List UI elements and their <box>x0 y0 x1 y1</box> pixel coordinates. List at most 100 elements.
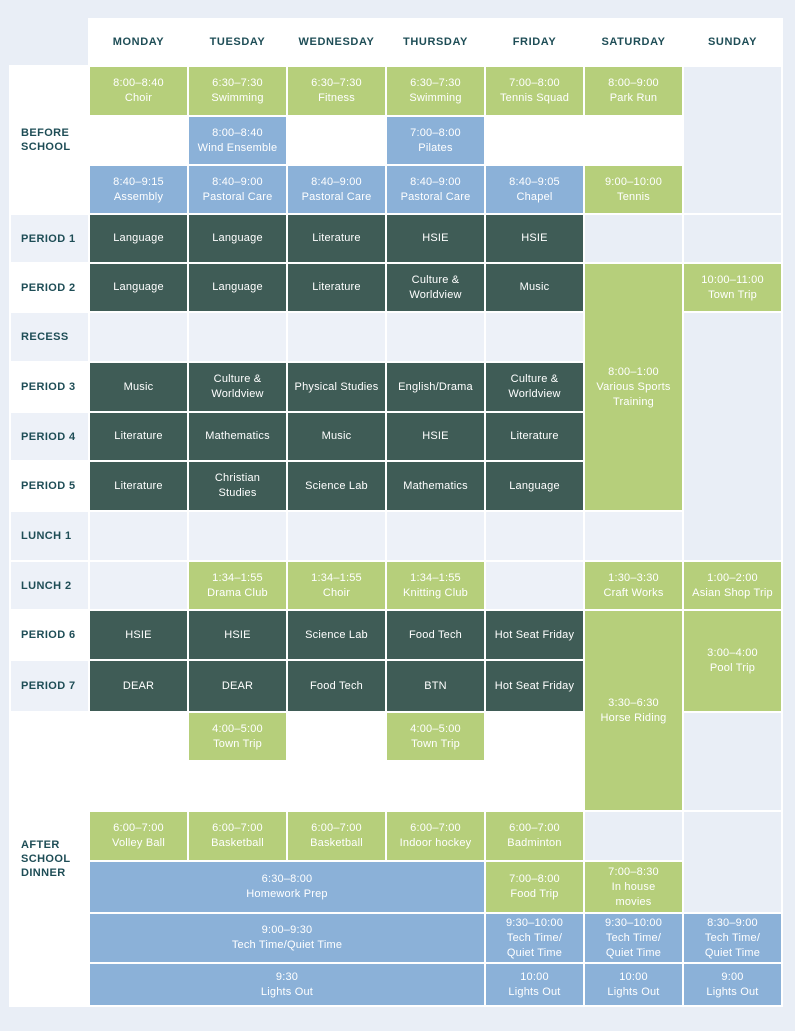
timetable-cell: Science Lab <box>288 462 385 510</box>
timetable-cell: 6:00–7:00 Basketball <box>288 812 385 860</box>
timetable-cell: Culture & Worldview <box>189 363 286 411</box>
empty-cell <box>486 313 583 361</box>
cell-text-line: 6:30–7:30 <box>410 77 461 89</box>
timetable-cell: Literature <box>486 413 583 460</box>
cell-text-line: Fitness <box>318 92 355 104</box>
row-label-lunch-2: LUNCH 2 <box>11 562 88 609</box>
cell-text-line: Quiet Time <box>506 946 563 959</box>
cell-text-line: Assembly <box>113 190 164 203</box>
cell-text-line: Worldview <box>211 388 264 400</box>
timetable-cell: Language <box>486 462 583 510</box>
timetable-cell: 4:00–5:00 Town Trip <box>189 713 286 760</box>
empty-cell <box>90 313 187 361</box>
timetable-cell: Hot Seat Friday <box>486 661 583 711</box>
cell-text-line: PERIOD 4 <box>21 430 76 443</box>
cell-text-line: 9:00–10:00 <box>604 175 663 188</box>
timetable-cell: 8:40–9:05 Chapel <box>486 166 583 213</box>
cell-text-line: HSIE <box>422 232 449 244</box>
cell-text-line: Town Trip <box>213 737 262 750</box>
empty-cell <box>90 762 583 810</box>
cell-text-line: Various Sports <box>596 380 671 393</box>
timetable-cell: 7:00–8:00 Pilates <box>387 117 484 164</box>
timetable-cell: Mathematics <box>387 462 484 510</box>
cell-text-line: Lights Out <box>508 985 561 998</box>
cell-text-line: 6:00–7:00 <box>410 822 461 834</box>
cell-text-line: Culture & <box>213 373 262 385</box>
timetable-cell: 6:00–7:00 Indoor hockey <box>387 812 484 860</box>
timetable-cell: BTN <box>387 661 484 711</box>
cell-text-line: In house <box>611 880 656 893</box>
timetable-cell: DEAR <box>90 661 187 711</box>
timetable-cell: 9:00–9:30 Tech Time/Quiet Time <box>90 914 484 962</box>
timetable-cell: Christian Studies <box>189 462 286 510</box>
cell-text-line: Park Run <box>609 92 658 104</box>
cell-text-line: 9:30–10:00 <box>604 916 663 929</box>
timetable-cell: 8:40–9:15 Assembly <box>90 166 187 213</box>
timetable-cell: 1:34–1:55 Drama Club <box>189 562 286 609</box>
timetable-cell: 9:00 Lights Out <box>684 964 781 1005</box>
timetable-cell: 9:30–10:00 Tech Time/Quiet Time <box>486 914 583 962</box>
cell-text-line: Training <box>613 395 654 408</box>
timetable-cell: Music <box>90 363 187 411</box>
empty-cell <box>486 512 583 560</box>
cell-text-line: PERIOD 3 <box>21 381 76 393</box>
cell-text-line: Tech Time/ <box>506 931 563 944</box>
timetable-cell: 6:00–7:00 Badminton <box>486 812 583 860</box>
cell-text-line: PERIOD 6 <box>21 629 76 641</box>
cell-text-line: Culture & <box>411 273 460 286</box>
cell-text-line: Chapel <box>516 190 553 203</box>
empty-cell <box>90 713 187 760</box>
cell-text-line: Literature <box>510 430 559 442</box>
cell-text-line: PERIOD 7 <box>21 680 76 692</box>
cell-text-line: Basketball <box>211 837 264 849</box>
cell-text-line: Swimming <box>211 92 264 104</box>
day-header-tuesday: TUESDAY <box>189 20 286 65</box>
cell-text-line: Food Tech <box>310 679 363 692</box>
timetable-cell: Literature <box>288 264 385 311</box>
timetable-cell: Language <box>90 264 187 311</box>
cell-text-line: Language <box>212 232 263 244</box>
cell-text-line: 6:30–7:30 <box>212 77 263 89</box>
cell-text-line: 8:00–8:40 <box>113 77 164 89</box>
cell-text-line: Worldview <box>409 288 462 301</box>
cell-text-line: 4:00–5:00 <box>410 722 461 735</box>
timetable-cell: HSIE <box>387 413 484 460</box>
timetable-cell: Physical Studies <box>288 363 385 411</box>
empty-cell <box>684 215 781 262</box>
day-header-sunday: SUNDAY <box>684 20 781 65</box>
timetable-cell: 8:40–9:00 Pastoral Care <box>288 166 385 213</box>
empty-cell <box>585 512 682 560</box>
cell-text-line: PERIOD 2 <box>21 281 76 294</box>
cell-text-line: Choir <box>322 586 351 599</box>
cell-text-line: 8:00–9:00 <box>608 77 659 89</box>
cell-text-line: Language <box>113 232 164 244</box>
row-label-before-school: BEFORE SCHOOL <box>11 67 88 213</box>
cell-text-line: 9:00 <box>721 970 744 983</box>
cell-text-line: Quiet Time <box>605 946 662 959</box>
day-header-saturday: SATURDAY <box>585 20 682 65</box>
cell-text-line: Choir <box>124 92 153 104</box>
day-header-friday: FRIDAY <box>486 20 583 65</box>
cell-text-line: Badminton <box>507 837 562 849</box>
cell-text-line: 1:34–1:55 <box>212 571 263 584</box>
cell-text-line: SCHOOL <box>21 141 71 153</box>
cell-text-line: SCHOOL <box>21 853 71 865</box>
cell-text-line: 6:00–7:00 <box>113 822 164 834</box>
cell-text-line: Knitting Club <box>403 586 468 599</box>
empty-cell <box>288 713 385 760</box>
empty-cell <box>189 512 286 560</box>
timetable-cell: Language <box>90 215 187 262</box>
row-label-period-1: PERIOD 1 <box>11 215 88 262</box>
timetable-cell: Music <box>486 264 583 311</box>
empty-cell <box>585 117 682 164</box>
timetable-cell: Hot Seat Friday <box>486 611 583 659</box>
empty-cell <box>684 812 781 912</box>
row-label-period-7: PERIOD 7 <box>11 661 88 711</box>
cell-text-line: 8:00–8:40 <box>212 126 263 139</box>
cell-text-line: Literature <box>114 479 163 492</box>
timetable-cell: 8:00–8:40 Wind Ensemble <box>189 117 286 164</box>
timetable-cell: HSIE <box>486 215 583 262</box>
empty-cell <box>486 562 583 609</box>
cell-text-line: Studies <box>218 487 257 499</box>
cell-text-line: Drama Club <box>207 586 268 599</box>
